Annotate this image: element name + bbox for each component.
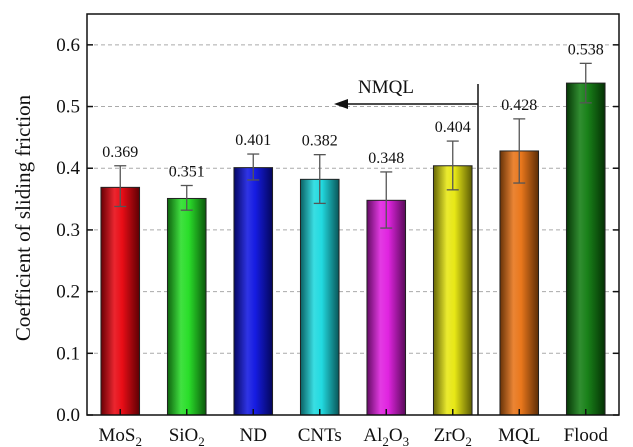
value-label: 0.382 (302, 133, 338, 150)
value-label: 0.369 (102, 144, 138, 161)
y-tick-label: 0.4 (56, 158, 80, 179)
value-labels-group: 0.369 0.351 0.401 0.382 0.348 0.404 0.428 0.538 (102, 41, 604, 180)
bar (100, 186, 141, 416)
grid-lines (87, 44, 619, 354)
error-bar (446, 140, 459, 191)
nmql-label: NMQL (358, 77, 414, 98)
error-bar (313, 154, 326, 205)
y-tick-label: 0.1 (56, 343, 80, 364)
value-label: 0.428 (501, 97, 537, 114)
bars-group (100, 82, 606, 416)
bar (299, 178, 340, 416)
bar (366, 199, 407, 416)
value-label: 0.401 (235, 132, 271, 149)
value-label: 0.351 (169, 164, 205, 181)
bar (499, 150, 540, 416)
y-tick-label: 0.2 (56, 282, 80, 303)
x-axis: MoS2 SiO2 ND CNTs Al2O3 ZrO2 MQL Flood (99, 409, 609, 447)
x-tick-label: CNTs (298, 425, 342, 446)
x-tick-label: Al2O3 (363, 425, 409, 447)
bar (432, 165, 473, 416)
nmql-annotation: NMQL (334, 77, 479, 415)
error-bar (247, 153, 260, 181)
x-tick-label: SiO2 (169, 425, 205, 447)
y-axis-title: Coefficient of sliding friction (11, 94, 35, 341)
x-tick-label: MoS2 (99, 425, 142, 447)
value-label: 0.404 (435, 119, 471, 136)
value-label: 0.538 (568, 41, 604, 58)
x-tick-label: MQL (498, 425, 540, 446)
error-bar (114, 165, 127, 208)
plot-frame (86, 13, 620, 416)
bar (233, 167, 274, 416)
y-tick-label: 0.3 (56, 220, 80, 241)
value-label: 0.348 (368, 150, 404, 167)
y-tick-label: 0.5 (56, 97, 80, 118)
y-axis: 0.0 0.1 0.2 0.3 0.4 0.5 0.6 (56, 35, 619, 426)
bar (166, 197, 207, 416)
error-bars-group (114, 62, 592, 229)
bar (565, 82, 606, 416)
error-bar (513, 118, 526, 184)
error-bar (579, 62, 592, 104)
nmql-arrow-head (334, 99, 348, 109)
y-tick-label: 0.6 (56, 35, 80, 56)
error-bar (180, 184, 193, 211)
y-tick-label: 0.0 (56, 405, 80, 426)
error-bar (380, 171, 393, 229)
x-tick-label: ND (240, 425, 267, 446)
x-tick-label: ZrO2 (434, 425, 472, 447)
x-tick-label: Flood (564, 425, 609, 446)
